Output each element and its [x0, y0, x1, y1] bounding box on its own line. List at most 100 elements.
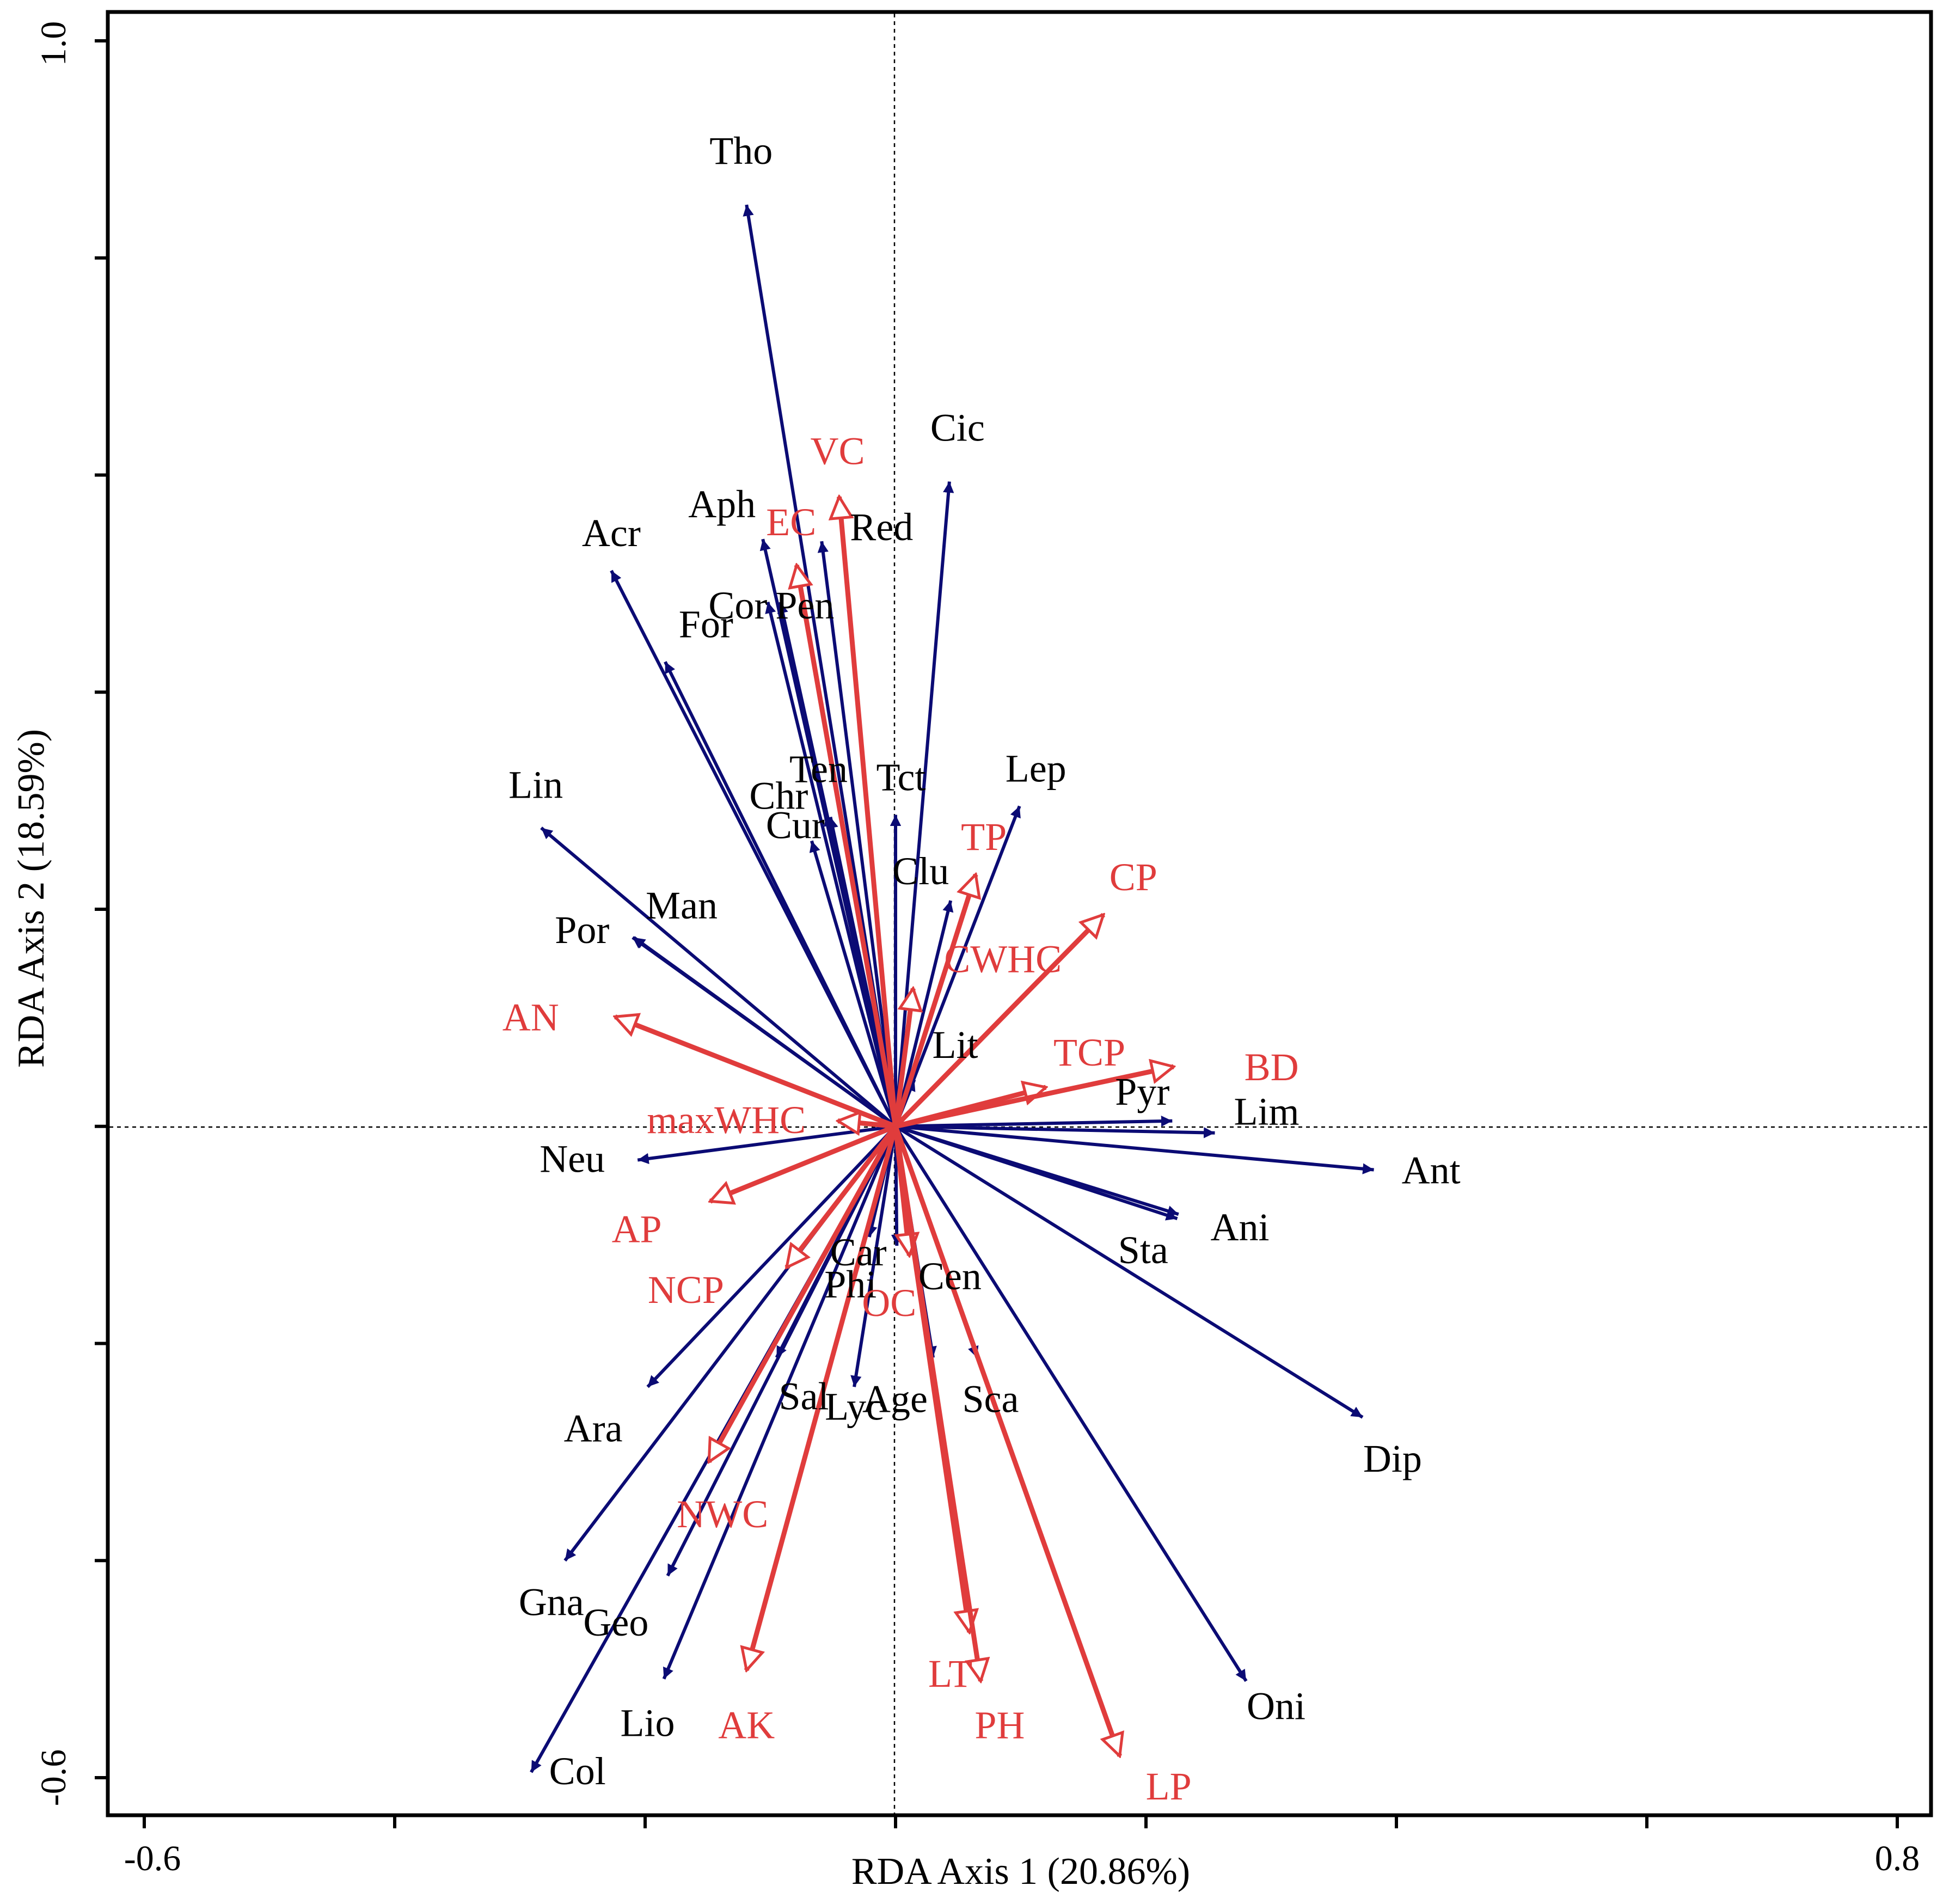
species-arrow-por — [633, 936, 897, 1128]
species-label-col: Col — [549, 1749, 606, 1793]
species-label-lim: Lim — [1234, 1090, 1300, 1134]
species-label-lit: Lit — [933, 1023, 978, 1067]
species-arrow-pyr — [895, 1115, 1173, 1128]
env-arrow-ak — [746, 1125, 898, 1670]
species-label-for: For — [679, 602, 733, 646]
species-arrow-sta — [895, 1124, 1179, 1216]
env-label-nwc: NWC — [677, 1492, 768, 1536]
species-label-dip: Dip — [1363, 1437, 1422, 1480]
species-arrow-cic — [894, 481, 954, 1127]
species-label-ten: Ten — [789, 748, 848, 791]
env-label-ak: AK — [718, 1704, 775, 1747]
env-arrow-ec — [796, 565, 898, 1127]
env-label-lp: LP — [1146, 1765, 1192, 1808]
species-label-ani: Ani — [1211, 1205, 1270, 1249]
environment-arrows — [615, 497, 1174, 1756]
env-arrow-nwc — [707, 1125, 898, 1462]
env-label-maxwhc: maxWHC — [647, 1098, 806, 1142]
y-axis-ticks — [95, 39, 108, 1779]
species-arrow-lim — [895, 1124, 1215, 1138]
species-arrow-ara — [646, 1125, 897, 1388]
species-label-cor: Cor — [708, 584, 767, 627]
env-arrow-vc — [839, 497, 898, 1127]
species-label-car: Car — [830, 1230, 887, 1274]
species-label-clu: Clu — [892, 849, 949, 893]
env-arrow-lp — [893, 1125, 1120, 1756]
env-label-oc: OC — [862, 1281, 916, 1325]
species-label-geo: Geo — [583, 1601, 648, 1644]
x-tick-label-min: -0.6 — [124, 1839, 181, 1878]
species-label-cic: Cic — [930, 406, 985, 449]
species-arrow-red — [817, 541, 897, 1127]
species-label-gna: Gna — [519, 1580, 584, 1624]
env-label-ph: PH — [974, 1704, 1025, 1747]
env-arrow-tp — [893, 874, 976, 1128]
species-arrow-lyc — [850, 1126, 897, 1387]
species-label-cen: Cen — [918, 1254, 982, 1298]
env-arrow-an — [615, 1017, 897, 1129]
env-arrow-maxwhc — [838, 1121, 896, 1127]
y-tick-label-min: -0.6 — [34, 1749, 73, 1806]
species-arrow-lin — [540, 827, 897, 1128]
env-label-ec: EC — [766, 500, 816, 544]
species-label-lep: Lep — [1006, 747, 1066, 791]
species-label-por: Por — [555, 908, 609, 952]
env-arrow-cwhc — [893, 989, 913, 1127]
species-label-sta: Sta — [1118, 1228, 1168, 1272]
species-label-sal: Sal — [779, 1374, 829, 1418]
env-arrow-cp — [893, 915, 1104, 1128]
x-tick-label-max: 0.8 — [1875, 1839, 1920, 1878]
env-arrow-ncp — [784, 1125, 898, 1268]
env-label-cwhc: CWHC — [944, 938, 1062, 981]
species-arrow-lio — [662, 1125, 897, 1680]
species-arrow-geo — [666, 1125, 897, 1577]
env-arrow-ap — [710, 1124, 897, 1202]
species-arrow-dip — [894, 1125, 1364, 1419]
env-arrow-ph — [893, 1126, 980, 1681]
species-label-acr: Acr — [582, 511, 641, 555]
env-arrow-bd — [895, 1067, 1174, 1129]
species-label-ara: Ara — [564, 1406, 623, 1450]
x-axis-ticks — [143, 1815, 1899, 1828]
species-arrow-for — [664, 661, 897, 1128]
env-label-tcp: TCP — [1053, 1031, 1125, 1074]
species-label-pyr: Pyr — [1115, 1070, 1169, 1113]
species-label-tho: Tho — [709, 129, 773, 173]
species-label-sca: Sca — [963, 1377, 1019, 1421]
x-axis-title: RDA Axis 1 (20.86%) — [851, 1851, 1190, 1893]
species-label-chr: Chr — [749, 774, 808, 818]
env-label-bd: BD — [1245, 1045, 1299, 1089]
species-arrow-ant — [895, 1124, 1374, 1174]
env-label-ap: AP — [612, 1207, 662, 1251]
env-label-an: AN — [502, 995, 559, 1039]
species-label-lio: Lio — [621, 1701, 675, 1745]
species-arrow-clu — [894, 900, 954, 1127]
species-label-age: Age — [862, 1377, 928, 1421]
y-axis-title: RDA Axis 2 (18.59%) — [10, 729, 52, 1068]
species-label-cur: Cur — [766, 803, 825, 847]
species-label-pen: Pen — [775, 584, 834, 627]
species-label-neu: Neu — [540, 1137, 605, 1181]
species-label-lyc: Lyc — [825, 1385, 884, 1428]
species-arrow-oni — [894, 1125, 1248, 1682]
species-arrow-cor — [765, 602, 897, 1127]
species-label-tct: Tct — [877, 756, 926, 799]
species-arrow-cur — [809, 840, 897, 1127]
y-tick-label-max: 1.0 — [34, 21, 73, 66]
env-label-ncp: NCP — [648, 1268, 724, 1312]
species-label-ant: Ant — [1402, 1149, 1461, 1192]
species-label-oni: Oni — [1247, 1685, 1305, 1728]
env-label-tp: TP — [961, 815, 1007, 859]
species-label-lin: Lin — [508, 763, 563, 806]
plot-frame — [106, 10, 1933, 1817]
species-label-aph: Aph — [688, 482, 756, 526]
env-label-vc: VC — [810, 429, 865, 473]
species-label-phi: Phi — [824, 1263, 877, 1306]
species-label-red: Red — [850, 505, 913, 549]
env-label-cp: CP — [1110, 855, 1157, 899]
species-label-man: Man — [646, 884, 718, 927]
env-label-lt: LT — [928, 1652, 972, 1695]
species-arrow-lep — [894, 805, 1021, 1127]
